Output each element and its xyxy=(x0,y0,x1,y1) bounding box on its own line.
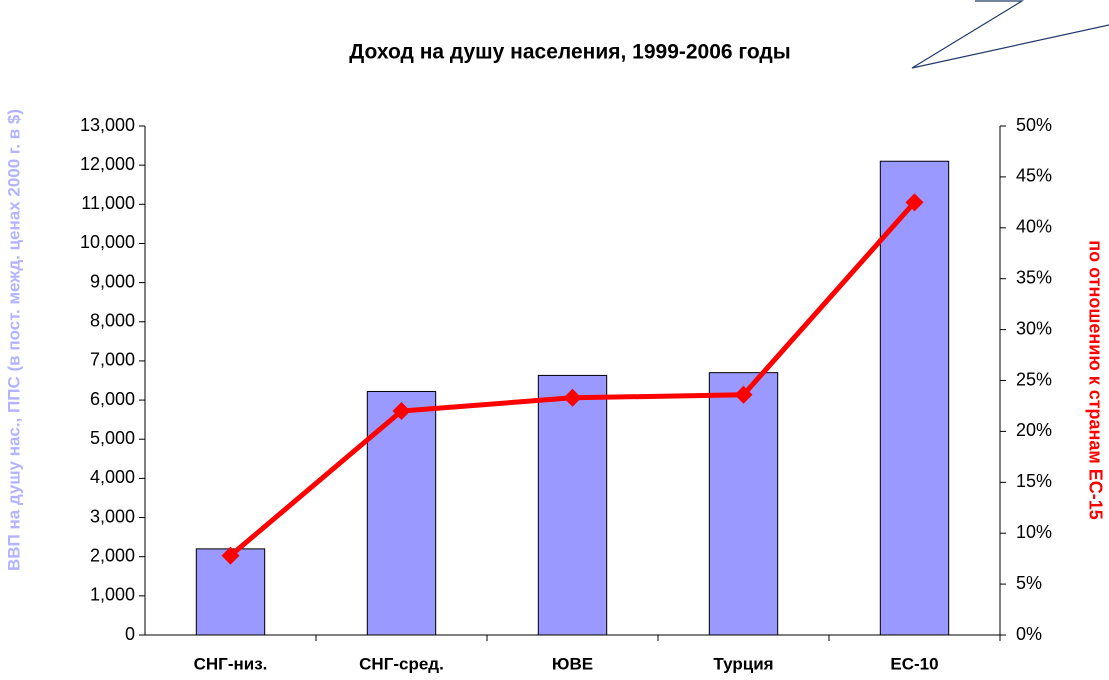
bar xyxy=(195,548,266,636)
marker xyxy=(563,388,582,407)
y2-tick-label: 45% xyxy=(1016,166,1052,186)
y-tick-label: 5,000 xyxy=(90,428,135,448)
marker xyxy=(734,385,753,404)
callout-shape xyxy=(911,0,1109,69)
y-tick-label: 2,000 xyxy=(90,545,135,565)
y2-tick-label: 0% xyxy=(1016,624,1042,644)
y-tick-label: 1,000 xyxy=(90,585,135,605)
y2-tick-label: 15% xyxy=(1016,471,1052,491)
y2-axis-label: по отношению к странам ЕС-15 xyxy=(1085,240,1105,519)
y-tick-label: 8,000 xyxy=(90,311,135,331)
y2-tick-label: 25% xyxy=(1016,369,1052,389)
x-tick-label: СНГ-сред. xyxy=(359,654,444,673)
y2-tick-label: 40% xyxy=(1016,217,1052,237)
y-tick-label: 13,000 xyxy=(80,115,135,135)
x-tick-label: ЮВЕ xyxy=(552,654,593,673)
y-tick-label: 7,000 xyxy=(90,350,135,370)
y-tick-label: 9,000 xyxy=(90,271,135,291)
marker xyxy=(221,546,240,565)
bar xyxy=(708,372,779,636)
y-tick-label: 3,000 xyxy=(90,506,135,526)
y2-tick-label: 10% xyxy=(1016,522,1052,542)
y2-tick-label: 30% xyxy=(1016,318,1052,338)
bar xyxy=(537,374,608,636)
bar xyxy=(366,390,437,636)
bar xyxy=(879,160,950,636)
y-axis-label: ВВП на душу нас., ППС (в пост. межд. цен… xyxy=(4,109,23,571)
y2-tick-label: 5% xyxy=(1016,573,1042,593)
marker xyxy=(392,402,411,421)
x-tick-label: СНГ-низ. xyxy=(194,654,268,673)
y-tick-label: 0 xyxy=(125,624,135,644)
x-tick-label: ЕС-10 xyxy=(890,654,938,673)
y2-tick-label: 35% xyxy=(1016,267,1052,287)
y2-tick-label: 50% xyxy=(1016,115,1052,135)
chart-title: Доход на душу населения, 1999-2006 годы xyxy=(349,41,790,64)
y2-tick-label: 20% xyxy=(1016,420,1052,440)
y-tick-label: 6,000 xyxy=(90,389,135,409)
y-tick-label: 4,000 xyxy=(90,467,135,487)
y-tick-label: 11,000 xyxy=(81,193,135,213)
y-tick-label: 10,000 xyxy=(80,232,135,252)
marker xyxy=(905,193,924,212)
x-tick-label: Турция xyxy=(713,654,773,673)
y-tick-label: 12,000 xyxy=(80,154,135,174)
